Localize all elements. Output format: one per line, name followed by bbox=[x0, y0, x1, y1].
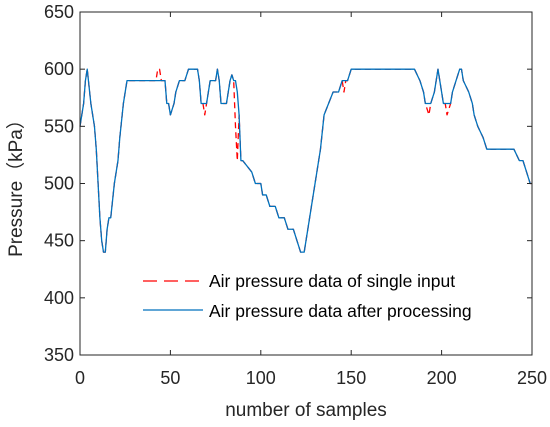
y-tick-label: 600 bbox=[44, 59, 74, 79]
series-line-after-processing bbox=[79, 68, 532, 253]
x-axis-label: number of samples bbox=[225, 400, 387, 421]
y-tick-label: 650 bbox=[44, 2, 74, 22]
y-tick-label: 550 bbox=[44, 116, 74, 136]
y-tick-label: 350 bbox=[44, 345, 74, 365]
y-tick-label: 500 bbox=[44, 174, 74, 194]
legend-label-single-input: Air pressure data of single input bbox=[209, 271, 455, 291]
legend: Air pressure data of single input Air pr… bbox=[143, 271, 472, 321]
y-axis-label: Pressure（kPa） bbox=[5, 110, 27, 257]
tick-layer: 0 50 100 150 200 250 350 400 450 500 550 600 650 bbox=[44, 2, 547, 388]
y-tick-label: 400 bbox=[44, 288, 74, 308]
x-tick-label: 50 bbox=[160, 368, 180, 388]
legend-label-after-processing: Air pressure data after processing bbox=[209, 301, 472, 321]
plot-area-background bbox=[80, 12, 532, 355]
series-layer bbox=[79, 68, 532, 253]
x-tick-label: 150 bbox=[336, 368, 366, 388]
x-tick-label: 200 bbox=[427, 368, 457, 388]
x-tick-label: 0 bbox=[75, 368, 85, 388]
x-tick-label: 100 bbox=[246, 368, 276, 388]
x-tick-label: 250 bbox=[517, 368, 547, 388]
y-tick-label: 450 bbox=[44, 231, 74, 251]
